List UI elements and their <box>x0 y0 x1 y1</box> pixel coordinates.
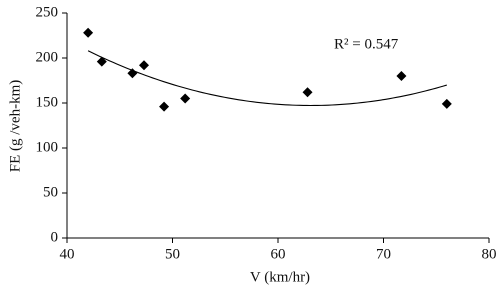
trendline <box>87 50 447 107</box>
x-tick-label: 70 <box>376 246 391 262</box>
point <box>159 101 170 112</box>
point <box>302 87 313 98</box>
y-axis-label: FE (g /veh-km) <box>7 80 23 172</box>
y-tick-label: 250 <box>36 4 59 20</box>
annotation: R² = 0.547 <box>334 36 399 52</box>
x-tick-label: 40 <box>60 246 75 262</box>
point <box>396 71 407 81</box>
x-tick-label: 60 <box>271 246 286 262</box>
x-axis-label: V (km/hr) <box>250 269 310 285</box>
x-tick-label: 50 <box>165 246 180 262</box>
x-tick-label: 80 <box>482 246 497 262</box>
y-tick-label: 0 <box>51 229 59 245</box>
y-tick-label: 200 <box>36 49 59 65</box>
point <box>83 27 94 38</box>
y-tick-label: 100 <box>36 139 59 155</box>
point <box>127 68 138 79</box>
point <box>441 98 452 109</box>
point <box>180 93 191 104</box>
point <box>96 56 107 67</box>
y-tick-label: 50 <box>43 184 58 200</box>
point <box>139 60 150 71</box>
y-tick-label: 150 <box>36 94 59 110</box>
